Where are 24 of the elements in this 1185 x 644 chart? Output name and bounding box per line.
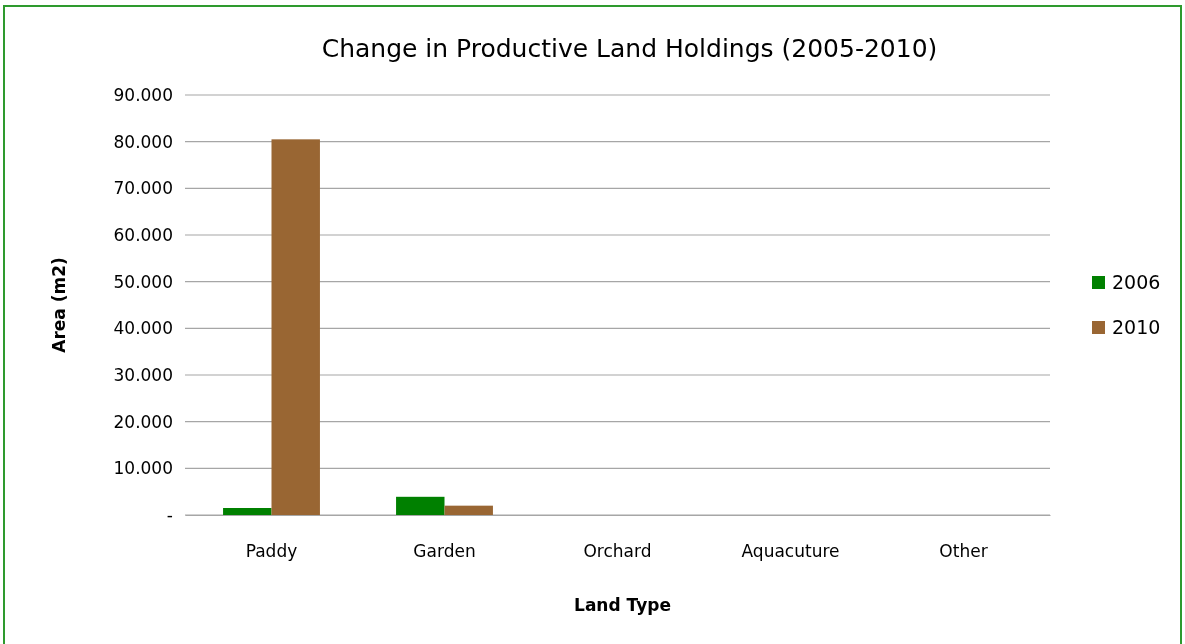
bar bbox=[271, 139, 320, 515]
x-tick-label: Paddy bbox=[245, 541, 298, 562]
y-tick-label: 60.000 bbox=[113, 224, 173, 245]
x-tick-label: Other bbox=[939, 541, 988, 562]
y-tick-label: 70.000 bbox=[113, 178, 173, 199]
bar bbox=[444, 505, 493, 515]
y-tick-label: - bbox=[166, 504, 173, 525]
legend-label: 2006 bbox=[1112, 271, 1161, 293]
x-tick-label: Orchard bbox=[583, 541, 652, 562]
y-tick-label: 40.000 bbox=[113, 318, 173, 339]
y-tick-label: 20.000 bbox=[113, 411, 173, 432]
x-tick-label: Aquacuture bbox=[741, 541, 840, 562]
bar bbox=[396, 496, 445, 515]
x-tick-label: Garden bbox=[413, 541, 476, 562]
y-tick-label: 30.000 bbox=[113, 364, 173, 385]
legend-label: 2010 bbox=[1112, 316, 1161, 338]
y-tick-label: 80.000 bbox=[113, 131, 173, 152]
y-axis-title: Area (m2) bbox=[49, 257, 69, 353]
y-tick-label: 10.000 bbox=[113, 458, 173, 479]
chart-title: Change in Productive Land Holdings (2005-2010) bbox=[321, 34, 938, 63]
y-tick-label: 50.000 bbox=[113, 271, 173, 292]
x-axis-title: Land Type bbox=[574, 595, 671, 615]
bar bbox=[223, 508, 272, 515]
y-tick-label: 90.000 bbox=[113, 84, 173, 105]
